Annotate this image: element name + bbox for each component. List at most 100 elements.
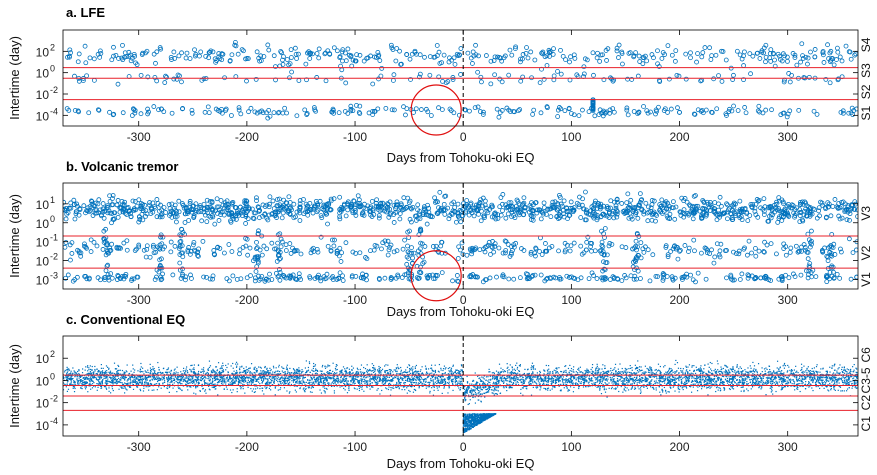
data-point (619, 244, 625, 250)
panel-title: c. Conventional EQ (66, 312, 185, 327)
data-point (622, 391, 624, 393)
data-point (235, 361, 238, 363)
data-point (636, 382, 638, 384)
data-point (108, 376, 110, 378)
data-point (651, 55, 656, 61)
data-point (281, 379, 284, 381)
data-point (438, 243, 444, 249)
data-point (514, 376, 516, 378)
data-point (785, 58, 790, 64)
data-point (372, 376, 374, 378)
data-point (650, 386, 652, 388)
data-point (547, 370, 549, 372)
data-point (675, 245, 680, 250)
data-point (556, 248, 561, 254)
data-point (192, 380, 194, 383)
data-point (634, 373, 636, 375)
data-point (102, 367, 104, 369)
data-point (277, 202, 283, 208)
data-point (187, 377, 190, 380)
data-point (230, 273, 236, 279)
data-point (233, 205, 239, 211)
data-point (387, 388, 390, 391)
data-point (245, 56, 251, 61)
data-point (262, 380, 265, 382)
data-point (281, 206, 287, 212)
data-point (747, 51, 753, 56)
data-point (175, 380, 177, 383)
data-point (579, 202, 585, 208)
data-point (290, 377, 292, 379)
data-point (805, 381, 807, 383)
data-point (215, 372, 217, 375)
data-point (213, 106, 219, 112)
x-axis-label: Days from Tohoku-oki EQ (387, 304, 535, 319)
data-point (237, 380, 239, 383)
data-point (561, 198, 567, 204)
data-point (565, 216, 570, 222)
data-point (783, 380, 785, 382)
data-point (787, 79, 793, 85)
data-point (631, 259, 636, 265)
data-point (162, 80, 168, 85)
data-point (495, 386, 497, 388)
data-point (710, 386, 712, 388)
data-point (341, 369, 343, 371)
data-point (331, 45, 337, 51)
data-point (393, 206, 399, 212)
data-point (448, 387, 450, 389)
data-point (688, 378, 690, 380)
data-point (245, 373, 247, 375)
data-point (308, 207, 314, 213)
data-point (162, 383, 164, 385)
data-point (202, 109, 208, 115)
data-point (738, 370, 740, 372)
data-point (514, 203, 519, 209)
data-point (284, 110, 290, 116)
data-point (764, 383, 766, 385)
data-point (653, 380, 656, 382)
data-point (714, 241, 720, 247)
data-point (439, 377, 442, 379)
data-point (196, 209, 201, 215)
data-point (323, 78, 329, 84)
data-point (805, 275, 811, 281)
data-point (324, 271, 330, 277)
data-point (207, 276, 213, 282)
data-point (315, 369, 318, 371)
data-point (600, 244, 606, 250)
data-point (147, 200, 152, 205)
data-point (611, 215, 617, 221)
data-point (440, 380, 442, 382)
data-point (377, 58, 383, 63)
data-point (218, 212, 223, 217)
data-point (275, 197, 280, 202)
data-point (655, 274, 660, 280)
data-point (164, 74, 169, 80)
data-point (664, 274, 670, 279)
data-points (63, 189, 858, 285)
data-point (132, 199, 138, 204)
data-point (635, 373, 637, 375)
data-point (774, 199, 779, 205)
data-point (660, 394, 662, 396)
data-point (755, 381, 757, 383)
data-point (368, 248, 373, 254)
data-point (642, 385, 644, 387)
data-point (110, 112, 116, 118)
data-point (133, 60, 138, 66)
data-point (229, 210, 234, 215)
data-point (394, 199, 400, 205)
data-point (189, 368, 191, 371)
data-point (488, 388, 491, 390)
data-point (624, 107, 630, 113)
data-point (753, 365, 756, 367)
data-point (389, 45, 395, 51)
data-point (210, 276, 215, 282)
data-point (440, 379, 442, 381)
data-point (640, 389, 642, 391)
data-point (132, 248, 138, 253)
data-point (246, 109, 251, 115)
data-point (843, 43, 849, 49)
data-point (124, 376, 126, 378)
